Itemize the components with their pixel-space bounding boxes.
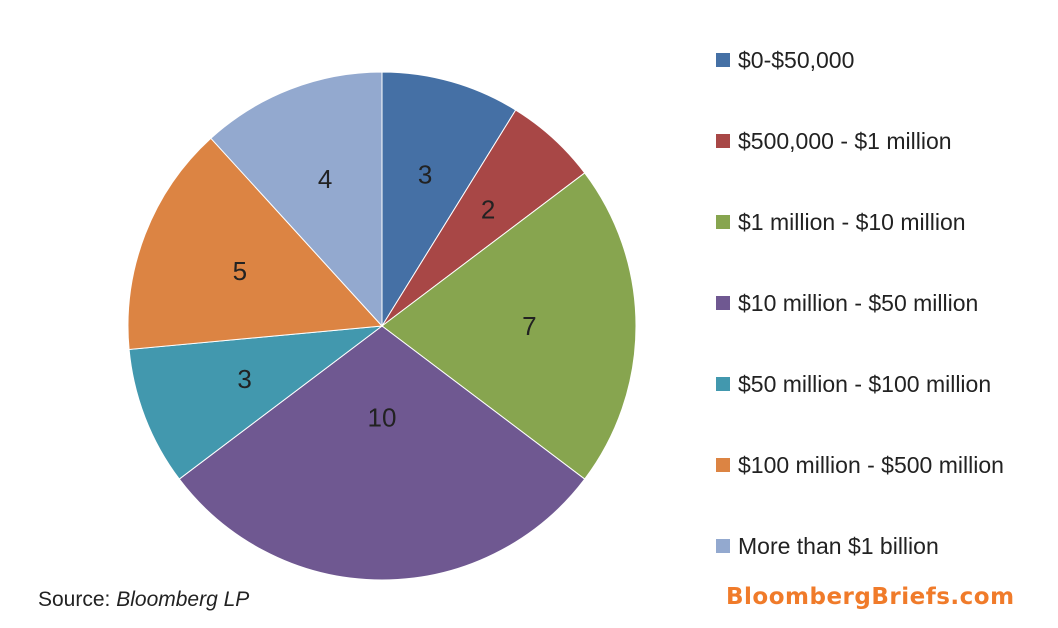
legend-label: $0-$50,000 xyxy=(738,46,855,73)
pie-data-labels: 3 2 7 10 3 5 4 xyxy=(233,160,537,433)
legend-swatch xyxy=(716,539,730,553)
pie-slices xyxy=(127,71,637,581)
legend-swatch xyxy=(716,296,730,310)
legend-label: $100 million - $500 million xyxy=(738,451,1004,478)
legend-swatch xyxy=(716,215,730,229)
legend-item-1: $0-$50,000 xyxy=(716,40,854,80)
legend-label: More than $1 billion xyxy=(738,532,939,559)
brand-logo: BloombergBriefs.com xyxy=(726,584,1015,610)
legend-label: $10 million - $50 million xyxy=(738,289,979,316)
data-label-5: 3 xyxy=(237,364,251,394)
legend-item-5: $50 million - $100 million xyxy=(716,364,991,404)
legend-swatch xyxy=(716,377,730,391)
source-name: Bloomberg LP xyxy=(116,588,250,611)
legend-item-7: More than $1 billion xyxy=(716,526,939,566)
data-label-2: 2 xyxy=(481,195,495,225)
legend-swatch xyxy=(716,53,730,67)
legend-item-4: $10 million - $50 million xyxy=(716,283,978,323)
legend-swatch xyxy=(716,134,730,148)
source-prefix: Source: xyxy=(38,588,117,611)
legend-label: $50 million - $100 million xyxy=(738,370,992,397)
legend-label: $1 million - $10 million xyxy=(738,208,966,235)
data-label-7: 4 xyxy=(318,164,332,194)
data-label-3: 7 xyxy=(522,311,536,341)
legend-item-2: $500,000 - $1 million xyxy=(716,121,952,161)
legend-item-3: $1 million - $10 million xyxy=(716,202,966,242)
pie-slice-3 xyxy=(381,172,637,480)
data-label-1: 3 xyxy=(418,160,432,190)
pie-slice-6 xyxy=(127,137,384,350)
data-label-4: 10 xyxy=(368,402,397,432)
legend-label: $500,000 - $1 million xyxy=(738,127,952,154)
pie-slice-4 xyxy=(178,325,586,581)
data-label-6: 5 xyxy=(233,256,247,286)
legend-item-6: $100 million - $500 million xyxy=(716,445,1004,485)
pie-slice-7 xyxy=(210,71,383,328)
pie-slice-5 xyxy=(128,325,384,480)
pie-slice-1 xyxy=(381,71,517,328)
source-note: Source: Bloomberg LP xyxy=(38,588,249,612)
legend-swatch xyxy=(716,458,730,472)
